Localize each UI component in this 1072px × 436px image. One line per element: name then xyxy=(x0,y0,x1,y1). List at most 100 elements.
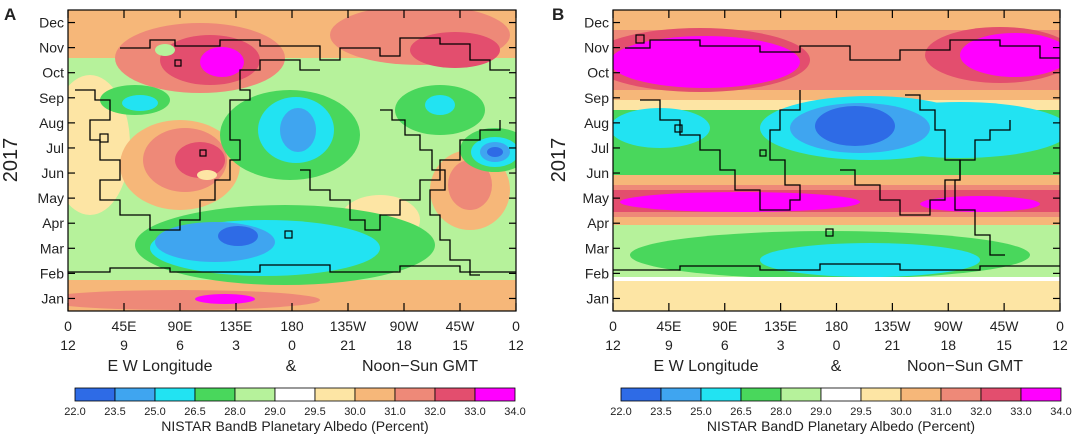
colorbar-level-label: 31.0 xyxy=(930,406,951,418)
x-tick-label-longitude: 135W xyxy=(330,318,367,334)
x-axis-label-gmt: Noon−Sun GMT xyxy=(907,358,1023,375)
x-tick-label-longitude: 0 xyxy=(512,318,520,334)
x-tick-label-gmt: 18 xyxy=(396,337,412,353)
colorbar-level-label: 33.0 xyxy=(464,406,485,418)
colorbar-level-label: 25.0 xyxy=(144,406,165,418)
y-tick-label: Jun xyxy=(586,165,609,181)
colorbar-level-label: 25.0 xyxy=(690,406,711,418)
y-tick-label: Jul xyxy=(591,140,609,156)
colorbar-swatch xyxy=(74,387,116,402)
x-tick-label-gmt: 6 xyxy=(721,337,729,353)
x-axis-label-amp: & xyxy=(286,358,297,375)
colorbar-title: NISTAR BandB Planetary Albedo (Percent) xyxy=(161,418,428,434)
colorbar: 22.0 23.5 25.0 26.5 28.0 29.0 29.5 30.0 31.0 32.0… xyxy=(64,387,526,418)
y-tick-label: Nov xyxy=(39,40,64,56)
colorbar-swatch xyxy=(620,387,662,402)
x-axis-label-longitude: E W Longitude xyxy=(108,358,213,375)
x-tick-label-longitude: 0 xyxy=(1056,318,1064,334)
colorbar-swatch xyxy=(474,387,516,402)
colorbar-level-label: 29.0 xyxy=(264,406,285,418)
colorbar-level-label: 28.0 xyxy=(224,406,245,418)
x-tick-label-gmt: 9 xyxy=(120,337,128,353)
y-tick-label: Jan xyxy=(41,290,64,306)
x-tick-label-longitude: 45E xyxy=(656,318,681,334)
x-tick-label-gmt: 18 xyxy=(940,337,956,353)
y-axis-label: 2017 xyxy=(548,138,570,183)
y-axis-label: 2017 xyxy=(0,138,22,183)
colorbar-level-label: 29.5 xyxy=(304,406,325,418)
y-tick-label: Dec xyxy=(584,15,609,31)
y-tick-label: Mar xyxy=(585,240,609,256)
y-axis-ticks: Jan Feb Mar Apr May Jun Jul Aug Sep Oct Nov Dec xyxy=(583,15,1060,306)
x-tick-label-longitude: 0 xyxy=(64,318,72,334)
colorbar-title: NISTAR BandD Planetary Albedo (Percent) xyxy=(707,418,975,434)
x-tick-label-longitude: 180 xyxy=(825,318,849,334)
contour-field xyxy=(613,10,1060,311)
colorbar-level-label: 29.5 xyxy=(850,406,871,418)
y-tick-label: Aug xyxy=(584,115,609,131)
x-axis-ticks: 0 12 45E 9 90E 6 135E 3 180 0 135W 21 90W 18 45W 15 0 12 xyxy=(605,10,1068,353)
x-tick-label-gmt: 21 xyxy=(885,337,901,353)
x-tick-label-longitude: 135W xyxy=(874,318,911,334)
y-tick-label: Jul xyxy=(46,140,64,156)
x-tick-label-gmt: 12 xyxy=(605,337,621,353)
y-tick-label: May xyxy=(38,190,64,206)
colorbar-level-label: 22.0 xyxy=(610,406,631,418)
x-tick-label-gmt: 12 xyxy=(508,337,524,353)
y-tick-label: Nov xyxy=(584,40,609,56)
colorbar-swatch xyxy=(860,387,902,402)
y-tick-label: Jun xyxy=(41,165,64,181)
x-tick-label-gmt: 12 xyxy=(60,337,76,353)
colorbar-level-label: 34.0 xyxy=(1050,406,1071,418)
colorbar-level-label: 30.0 xyxy=(344,406,365,418)
x-tick-label-longitude: 135E xyxy=(220,318,253,334)
y-tick-label: Oct xyxy=(42,65,64,81)
colorbar-swatch xyxy=(274,387,316,402)
y-tick-label: Mar xyxy=(40,240,64,256)
panel-label: A xyxy=(4,5,16,24)
colorbar-swatch xyxy=(234,387,276,402)
x-tick-label-gmt: 0 xyxy=(288,337,296,353)
x-tick-label-longitude: 0 xyxy=(609,318,617,334)
y-tick-label: May xyxy=(583,190,609,206)
x-tick-label-gmt: 21 xyxy=(340,337,356,353)
contour-field xyxy=(68,10,516,311)
colorbar-level-label: 23.5 xyxy=(650,406,671,418)
colorbar-level-label: 23.5 xyxy=(104,406,125,418)
colorbar-swatch xyxy=(940,387,982,402)
x-axis-ticks: 0 12 45E 9 90E 6 135E 3 180 0 135W 21 90W 18 45W 15 0 12 xyxy=(60,10,524,353)
colorbar-level-label: 31.0 xyxy=(384,406,405,418)
x-tick-label-longitude: 135E xyxy=(764,318,797,334)
colorbar-level-label: 34.0 xyxy=(504,406,525,418)
x-axis-label-amp: & xyxy=(831,358,842,375)
colorbar-swatch xyxy=(980,387,1022,402)
y-tick-label: Sep xyxy=(584,90,609,106)
y-tick-label: Feb xyxy=(585,265,609,281)
colorbar-swatch xyxy=(900,387,942,402)
colorbar-level-label: 28.0 xyxy=(770,406,791,418)
y-tick-label: Oct xyxy=(587,65,609,81)
y-tick-label: Jan xyxy=(586,290,609,306)
colorbar-swatch xyxy=(194,387,236,402)
y-tick-label: Apr xyxy=(42,215,64,231)
x-tick-label-gmt: 12 xyxy=(1052,337,1068,353)
y-tick-label: Sep xyxy=(39,90,64,106)
x-tick-label-longitude: 45W xyxy=(446,318,476,334)
y-tick-label: Aug xyxy=(39,115,64,131)
x-tick-label-gmt: 15 xyxy=(996,337,1012,353)
x-tick-label-gmt: 3 xyxy=(777,337,785,353)
colorbar-swatch xyxy=(1020,387,1062,402)
x-tick-label-longitude: 90W xyxy=(390,318,420,334)
colorbar-level-label: 33.0 xyxy=(1010,406,1031,418)
x-tick-label-gmt: 3 xyxy=(232,337,240,353)
colorbar-swatch xyxy=(820,387,862,402)
colorbar-level-label: 32.0 xyxy=(424,406,445,418)
x-tick-label-longitude: 90E xyxy=(712,318,737,334)
x-tick-label-longitude: 45E xyxy=(112,318,137,334)
colorbar-swatch xyxy=(314,387,356,402)
colorbar-level-label: 26.5 xyxy=(184,406,205,418)
colorbar-swatch xyxy=(354,387,396,402)
colorbar-swatch xyxy=(740,387,782,402)
colorbar-level-label: 32.0 xyxy=(970,406,991,418)
